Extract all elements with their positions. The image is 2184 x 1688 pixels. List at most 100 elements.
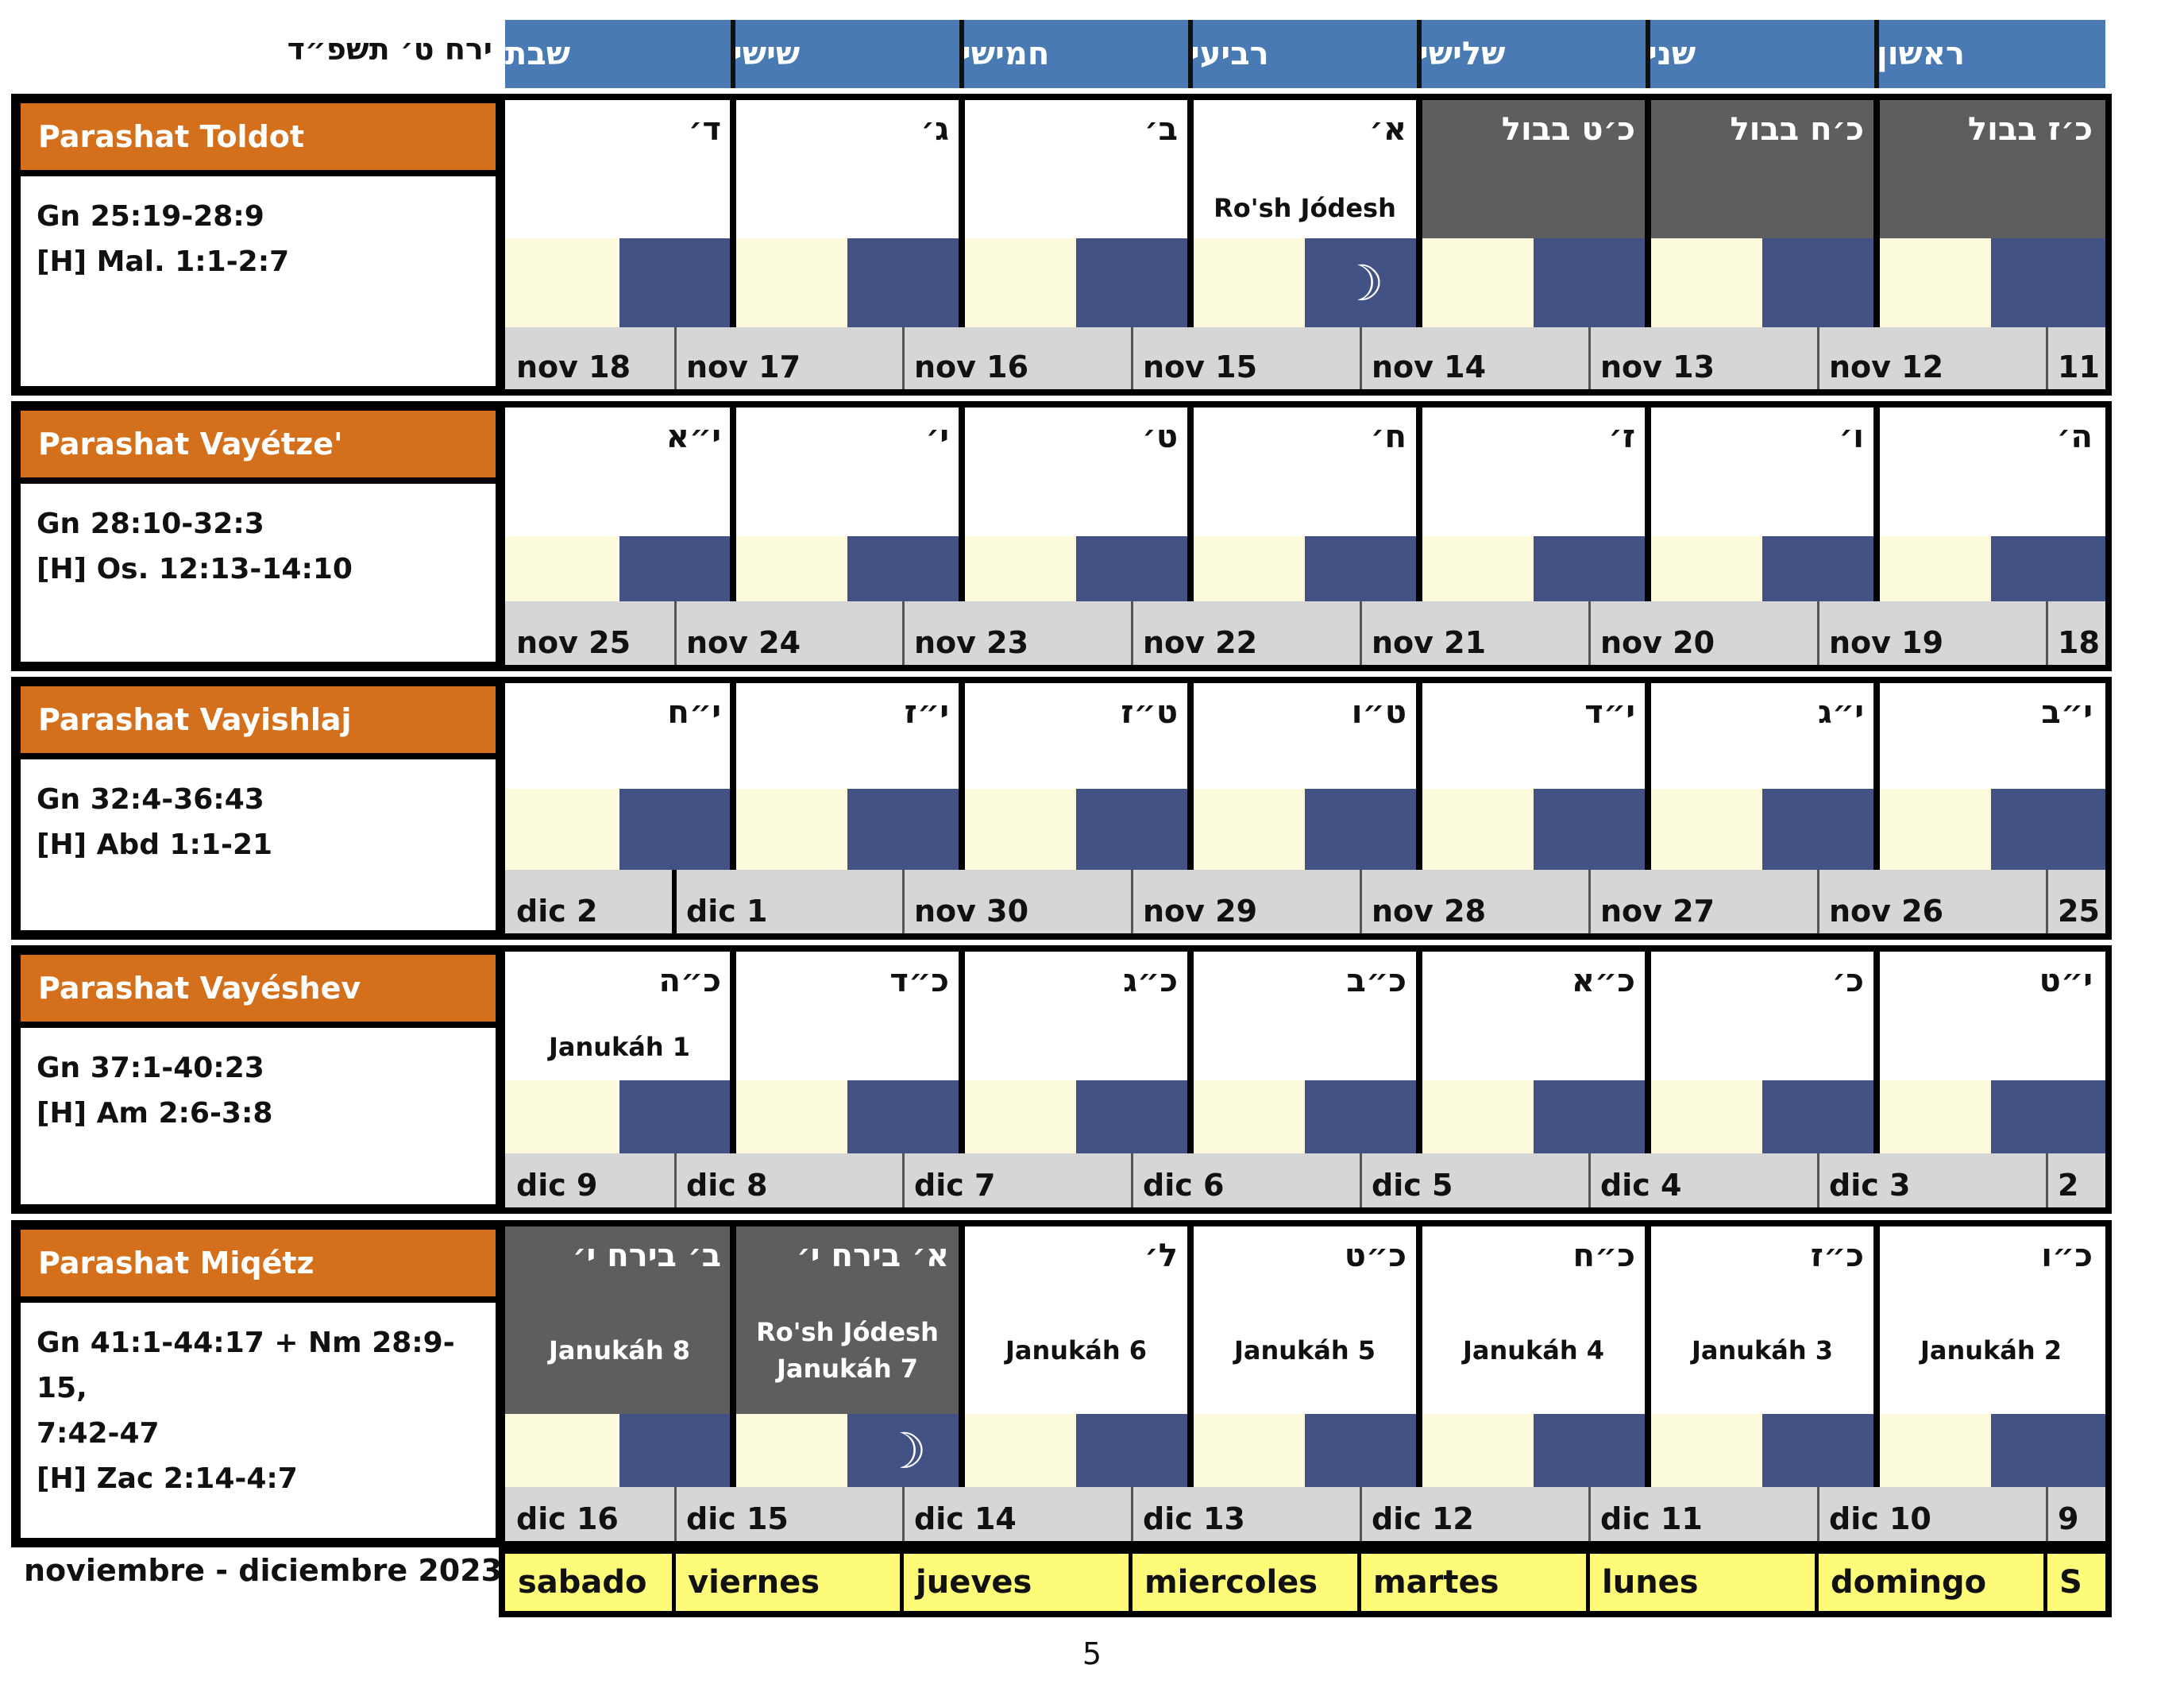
daytime-square — [505, 1414, 619, 1487]
day-cell — [505, 952, 734, 1080]
torah-reading: Gn 25:19-28:9 [H] Mal. 1:1-2:7 — [21, 176, 496, 386]
hebrew-date: י״ג — [1817, 694, 1864, 731]
weekday-header-he: שבת — [505, 20, 734, 88]
date-divider — [1360, 327, 1362, 389]
day-cell — [962, 100, 1190, 238]
gregorian-date: nov 27 — [1600, 894, 1715, 929]
daytime-square — [962, 1080, 1076, 1153]
hebrew-date: ט״ז — [1121, 694, 1178, 731]
column-divider — [959, 100, 965, 327]
nighttime-square — [1762, 536, 1877, 601]
gregorian-date: nov 22 — [1143, 625, 1258, 660]
gregorian-date-strip — [505, 870, 2105, 933]
day-cell — [1190, 100, 1419, 238]
date-divider — [2046, 870, 2048, 933]
daytime-square — [505, 238, 619, 327]
nighttime-square — [1076, 238, 1190, 327]
column-divider — [730, 408, 736, 601]
day-cell — [1648, 952, 1877, 1080]
day-cell — [733, 408, 962, 536]
column-divider — [1187, 1226, 1194, 1487]
date-divider — [1588, 1153, 1591, 1207]
gregorian-date: 11 — [2058, 350, 2100, 384]
weekday-divider — [1129, 1554, 1133, 1611]
nighttime-square — [847, 536, 962, 601]
day-event-note: Janukáh 3 — [1691, 1335, 1834, 1365]
nighttime-square — [1076, 1080, 1190, 1153]
gregorian-date: dic 10 — [1829, 1501, 1931, 1536]
day-event-note: Ro'sh Jódesh — [1214, 193, 1396, 223]
day-event-note: Janukáh 5 — [1233, 1335, 1376, 1365]
daytime-square — [1419, 789, 1534, 870]
gregorian-date: nov 16 — [914, 350, 1029, 384]
nighttime-square — [847, 789, 962, 870]
date-divider — [902, 601, 905, 665]
hebrew-date: כ׳ט בבול — [1501, 111, 1635, 148]
nighttime-square — [619, 238, 734, 327]
column-divider — [959, 952, 965, 1153]
gregorian-date-strip — [505, 1153, 2105, 1207]
daytime-square — [962, 536, 1076, 601]
hebrew-date: ד׳ — [688, 111, 721, 148]
nighttime-square — [1534, 789, 1648, 870]
day-cell — [1419, 1226, 1648, 1414]
gregorian-date: dic 7 — [914, 1168, 996, 1203]
gregorian-date: nov 18 — [516, 350, 631, 384]
day-event-note: Janukáh 2 — [1920, 1335, 2062, 1365]
weekday-header-he: חמישי — [962, 20, 1190, 88]
daytime-square — [733, 1414, 847, 1487]
hebrew-date: ג׳ — [920, 111, 949, 148]
day-cell — [1648, 408, 1877, 536]
weekday-divider — [1357, 1554, 1361, 1611]
gregorian-date: dic 11 — [1600, 1501, 1703, 1536]
hebrew-date: ב׳ — [1144, 111, 1178, 148]
day-cell — [505, 1226, 734, 1414]
weekday-divider — [1586, 1554, 1590, 1611]
date-divider — [1588, 1487, 1591, 1541]
day-cell — [505, 100, 734, 238]
gregorian-date: nov 12 — [1829, 350, 1944, 384]
hebrew-date: כ״א — [1571, 963, 1635, 999]
hebrew-date: א׳ — [1369, 111, 1406, 148]
date-divider — [672, 870, 677, 933]
column-divider — [730, 952, 736, 1153]
gregorian-date-strip — [505, 327, 2105, 389]
day-cell — [505, 683, 734, 789]
day-cell — [1190, 1226, 1419, 1414]
weekday-name: miercoles — [1132, 1554, 1360, 1611]
gregorian-date: 25 — [2058, 894, 2100, 929]
hebrew-date: ח׳ — [1370, 419, 1406, 455]
hebrew-date: ז׳ — [1608, 419, 1635, 455]
column-divider — [1416, 408, 1422, 601]
hebrew-date: י״ד — [1584, 694, 1635, 731]
column-divider — [1416, 683, 1422, 870]
hebrew-date: כ״ח — [1572, 1238, 1635, 1274]
gregorian-date: nov 19 — [1829, 625, 1944, 660]
hebrew-date: כ״ה — [658, 963, 721, 999]
header-divider — [1417, 20, 1422, 88]
nighttime-square — [1534, 1080, 1648, 1153]
gregorian-date: dic 15 — [686, 1501, 789, 1536]
gregorian-date: nov 15 — [1143, 350, 1258, 384]
nighttime-square — [1762, 1080, 1877, 1153]
nighttime-square — [1534, 1414, 1648, 1487]
daytime-square — [1190, 1080, 1305, 1153]
parasha-name: Parashat Vayéshev — [21, 955, 496, 1022]
column-divider — [1645, 1226, 1651, 1487]
date-divider — [2046, 601, 2048, 665]
hebrew-date: ו׳ — [1839, 419, 1864, 455]
weekday-header-he: רביעי — [1190, 20, 1419, 88]
date-divider — [1588, 870, 1591, 933]
gregorian-date: nov 20 — [1600, 625, 1715, 660]
column-divider — [730, 683, 736, 870]
column-divider — [1416, 1226, 1422, 1487]
nighttime-square — [1991, 789, 2105, 870]
gregorian-date: dic 4 — [1600, 1168, 1682, 1203]
gregorian-date: nov 23 — [914, 625, 1029, 660]
torah-reading: Gn 32:4-36:43 [H] Abd 1:1-21 — [21, 759, 496, 930]
day-cell — [1190, 683, 1419, 789]
column-divider — [1873, 408, 1880, 601]
nighttime-square — [1305, 789, 1419, 870]
nighttime-square — [1762, 238, 1877, 327]
